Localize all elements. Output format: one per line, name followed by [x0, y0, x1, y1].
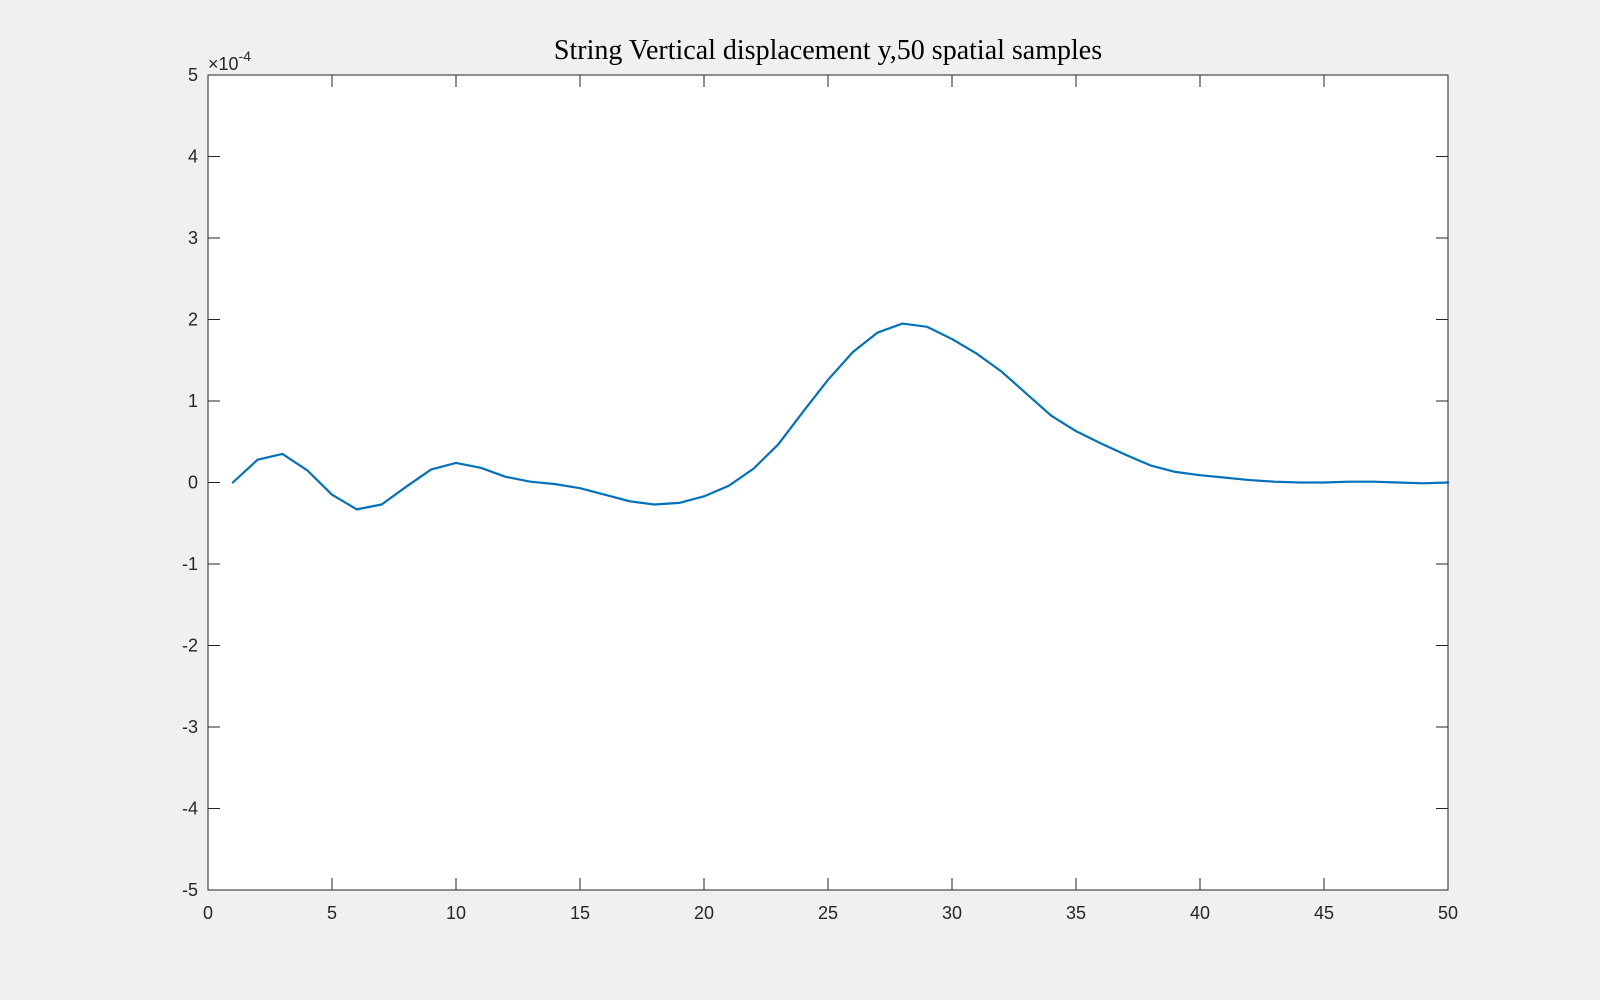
x-tick-label-8: 40 — [1190, 903, 1210, 923]
chart-title: String Vertical displacement y,50 spatia… — [554, 35, 1102, 66]
y-exponent-power: -4 — [239, 48, 252, 64]
y-tick-label-0: -5 — [182, 880, 198, 900]
x-tick-label-9: 45 — [1314, 903, 1334, 923]
x-tick-label-3: 15 — [570, 903, 590, 923]
series-line-0 — [231, 322, 1450, 511]
plot-box — [207, 74, 1449, 891]
y-tick-label-3: -2 — [182, 636, 198, 656]
y-exponent-base: ×10 — [208, 54, 239, 74]
x-tick-label-2: 10 — [446, 903, 466, 923]
y-axis-tick-labels: -5 -4 -3 -2 -1 0 1 2 3 4 5 — [182, 65, 198, 900]
x-tick-label-7: 35 — [1066, 903, 1086, 923]
plot-area — [208, 75, 1448, 890]
x-tick-label-6: 30 — [942, 903, 962, 923]
y-tick-label-10: 5 — [188, 65, 198, 85]
y-tick-label-7: 2 — [188, 310, 198, 330]
y-tick-label-9: 4 — [188, 147, 198, 167]
y-tick-label-5: 0 — [188, 473, 198, 493]
x-tick-label-0: 0 — [203, 903, 213, 923]
x-tick-label-10: 50 — [1438, 903, 1458, 923]
y-tick-label-6: 1 — [188, 391, 198, 411]
y-tick-label-2: -3 — [182, 717, 198, 737]
x-tick-label-5: 25 — [818, 903, 838, 923]
x-axis-tick-labels: 0 5 10 15 20 25 30 35 40 45 50 — [203, 903, 1458, 923]
y-tick-label-8: 3 — [188, 228, 198, 248]
x-tick-label-1: 5 — [327, 903, 337, 923]
series-layer — [231, 322, 1450, 511]
y-tick-label-4: -1 — [182, 554, 198, 574]
x-tick-label-4: 20 — [694, 903, 714, 923]
y-exponent-label: ×10-4 — [208, 48, 251, 74]
y-tick-label-1: -4 — [182, 799, 198, 819]
